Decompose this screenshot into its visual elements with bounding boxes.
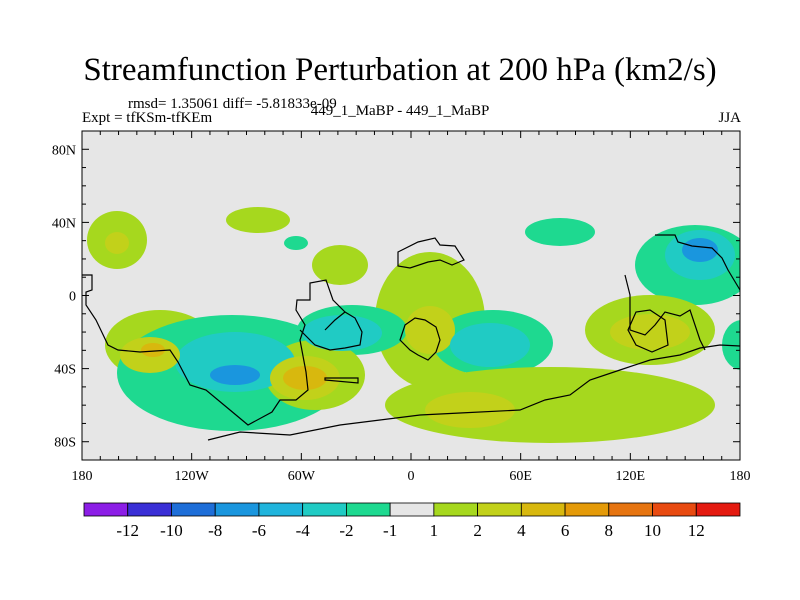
anomaly-region bbox=[610, 314, 690, 350]
y-tick-label: 0 bbox=[69, 290, 76, 305]
colorbar-label: -2 bbox=[339, 521, 353, 540]
colorbar-labels: -12 -10 -8 -6 -4 -2 -1 1 2 4 6 8 10 12 bbox=[116, 521, 704, 540]
colorbar-label: -12 bbox=[116, 521, 139, 540]
coastline-asia bbox=[624, 234, 740, 351]
colorbar-box bbox=[127, 502, 172, 517]
colorbar-label: 6 bbox=[561, 521, 570, 540]
colorbar-label: 2 bbox=[473, 521, 482, 540]
experiment-label: Expt = tfKSm-tfKEm bbox=[82, 110, 213, 126]
colorbar-label: -4 bbox=[296, 521, 311, 540]
x-tick-label: 0 bbox=[408, 469, 415, 484]
anomaly-region bbox=[450, 323, 530, 367]
colorbar-box bbox=[302, 502, 347, 517]
colorbar-label: -10 bbox=[160, 521, 183, 540]
anomaly-region bbox=[226, 207, 290, 233]
x-tick-label: 180 bbox=[730, 469, 751, 484]
anomaly-region bbox=[405, 306, 455, 354]
colorbar-box bbox=[214, 502, 260, 517]
y-tick-label: 40S bbox=[54, 363, 76, 378]
x-tick-label: 60E bbox=[509, 469, 532, 484]
colorbar-box bbox=[608, 502, 653, 517]
colorbar-label: 4 bbox=[517, 521, 526, 540]
x-tick-label: 120W bbox=[175, 469, 210, 484]
colorbar-label: 1 bbox=[430, 521, 439, 540]
anomaly-region bbox=[525, 218, 595, 246]
anomaly-region bbox=[284, 236, 308, 250]
colorbar-box bbox=[389, 502, 435, 517]
x-tick-label: 60W bbox=[288, 469, 316, 484]
case-label: 449_1_MaBP - 449_1_MaBP bbox=[310, 103, 490, 119]
contour-fill bbox=[87, 207, 740, 443]
y-tick-label: 80S bbox=[54, 436, 76, 451]
coastline-australia bbox=[627, 309, 669, 353]
colorbar-box bbox=[520, 502, 566, 517]
anomaly-region bbox=[682, 238, 718, 262]
anomaly-region bbox=[302, 315, 382, 351]
contour-band-level-4-6 bbox=[141, 238, 718, 390]
coastline-europe bbox=[397, 237, 465, 269]
y-tick-label: 80N bbox=[52, 143, 76, 158]
anomaly-region bbox=[141, 343, 165, 357]
coastline-antarctic-peninsula bbox=[324, 377, 359, 384]
rmsd-annotation: rmsd= 1.35061 diff= -5.81833e-09 bbox=[128, 96, 337, 112]
coastline-north-america bbox=[82, 274, 346, 426]
chart-title: Streamfunction Perturbation at 200 hPa (… bbox=[83, 52, 717, 88]
colorbar-box bbox=[477, 502, 522, 517]
anomaly-region bbox=[283, 366, 327, 390]
axis-labels: 180 120W 60W 0 60E 120E 180 80N 40N 0 40S 80S bbox=[52, 143, 751, 484]
coastline-africa bbox=[399, 317, 441, 361]
x-tick-label: 180 bbox=[72, 469, 93, 484]
anomaly-region bbox=[175, 332, 295, 392]
colorbar-box bbox=[652, 502, 697, 517]
colorbar-box bbox=[695, 502, 741, 517]
colorbar-box bbox=[433, 502, 479, 517]
y-tick-label: 40N bbox=[52, 216, 76, 231]
colorbar-label: -6 bbox=[252, 521, 266, 540]
anomaly-region bbox=[105, 232, 129, 254]
colorbar-box bbox=[171, 502, 216, 517]
coastline-antarctica bbox=[207, 344, 740, 441]
anomaly-region bbox=[210, 365, 260, 385]
colorbar-box bbox=[258, 502, 304, 517]
colorbar-label: 10 bbox=[644, 521, 661, 540]
colorbar-label: -1 bbox=[383, 521, 397, 540]
coastline-south-america bbox=[299, 311, 363, 351]
colorbar-box bbox=[83, 502, 129, 517]
anomaly-region bbox=[312, 245, 368, 285]
anomaly-region bbox=[425, 392, 515, 428]
x-tick-label: 120E bbox=[616, 469, 646, 484]
axis-ticks bbox=[81, 130, 741, 461]
colorbar-box bbox=[345, 502, 391, 517]
colorbar-label: 12 bbox=[688, 521, 705, 540]
colorbar-box bbox=[564, 502, 610, 517]
colorbar-label: -8 bbox=[208, 521, 222, 540]
season-label: JJA bbox=[718, 110, 741, 126]
coastlines bbox=[82, 234, 740, 441]
colorbar bbox=[83, 502, 741, 517]
colorbar-label: 8 bbox=[605, 521, 614, 540]
